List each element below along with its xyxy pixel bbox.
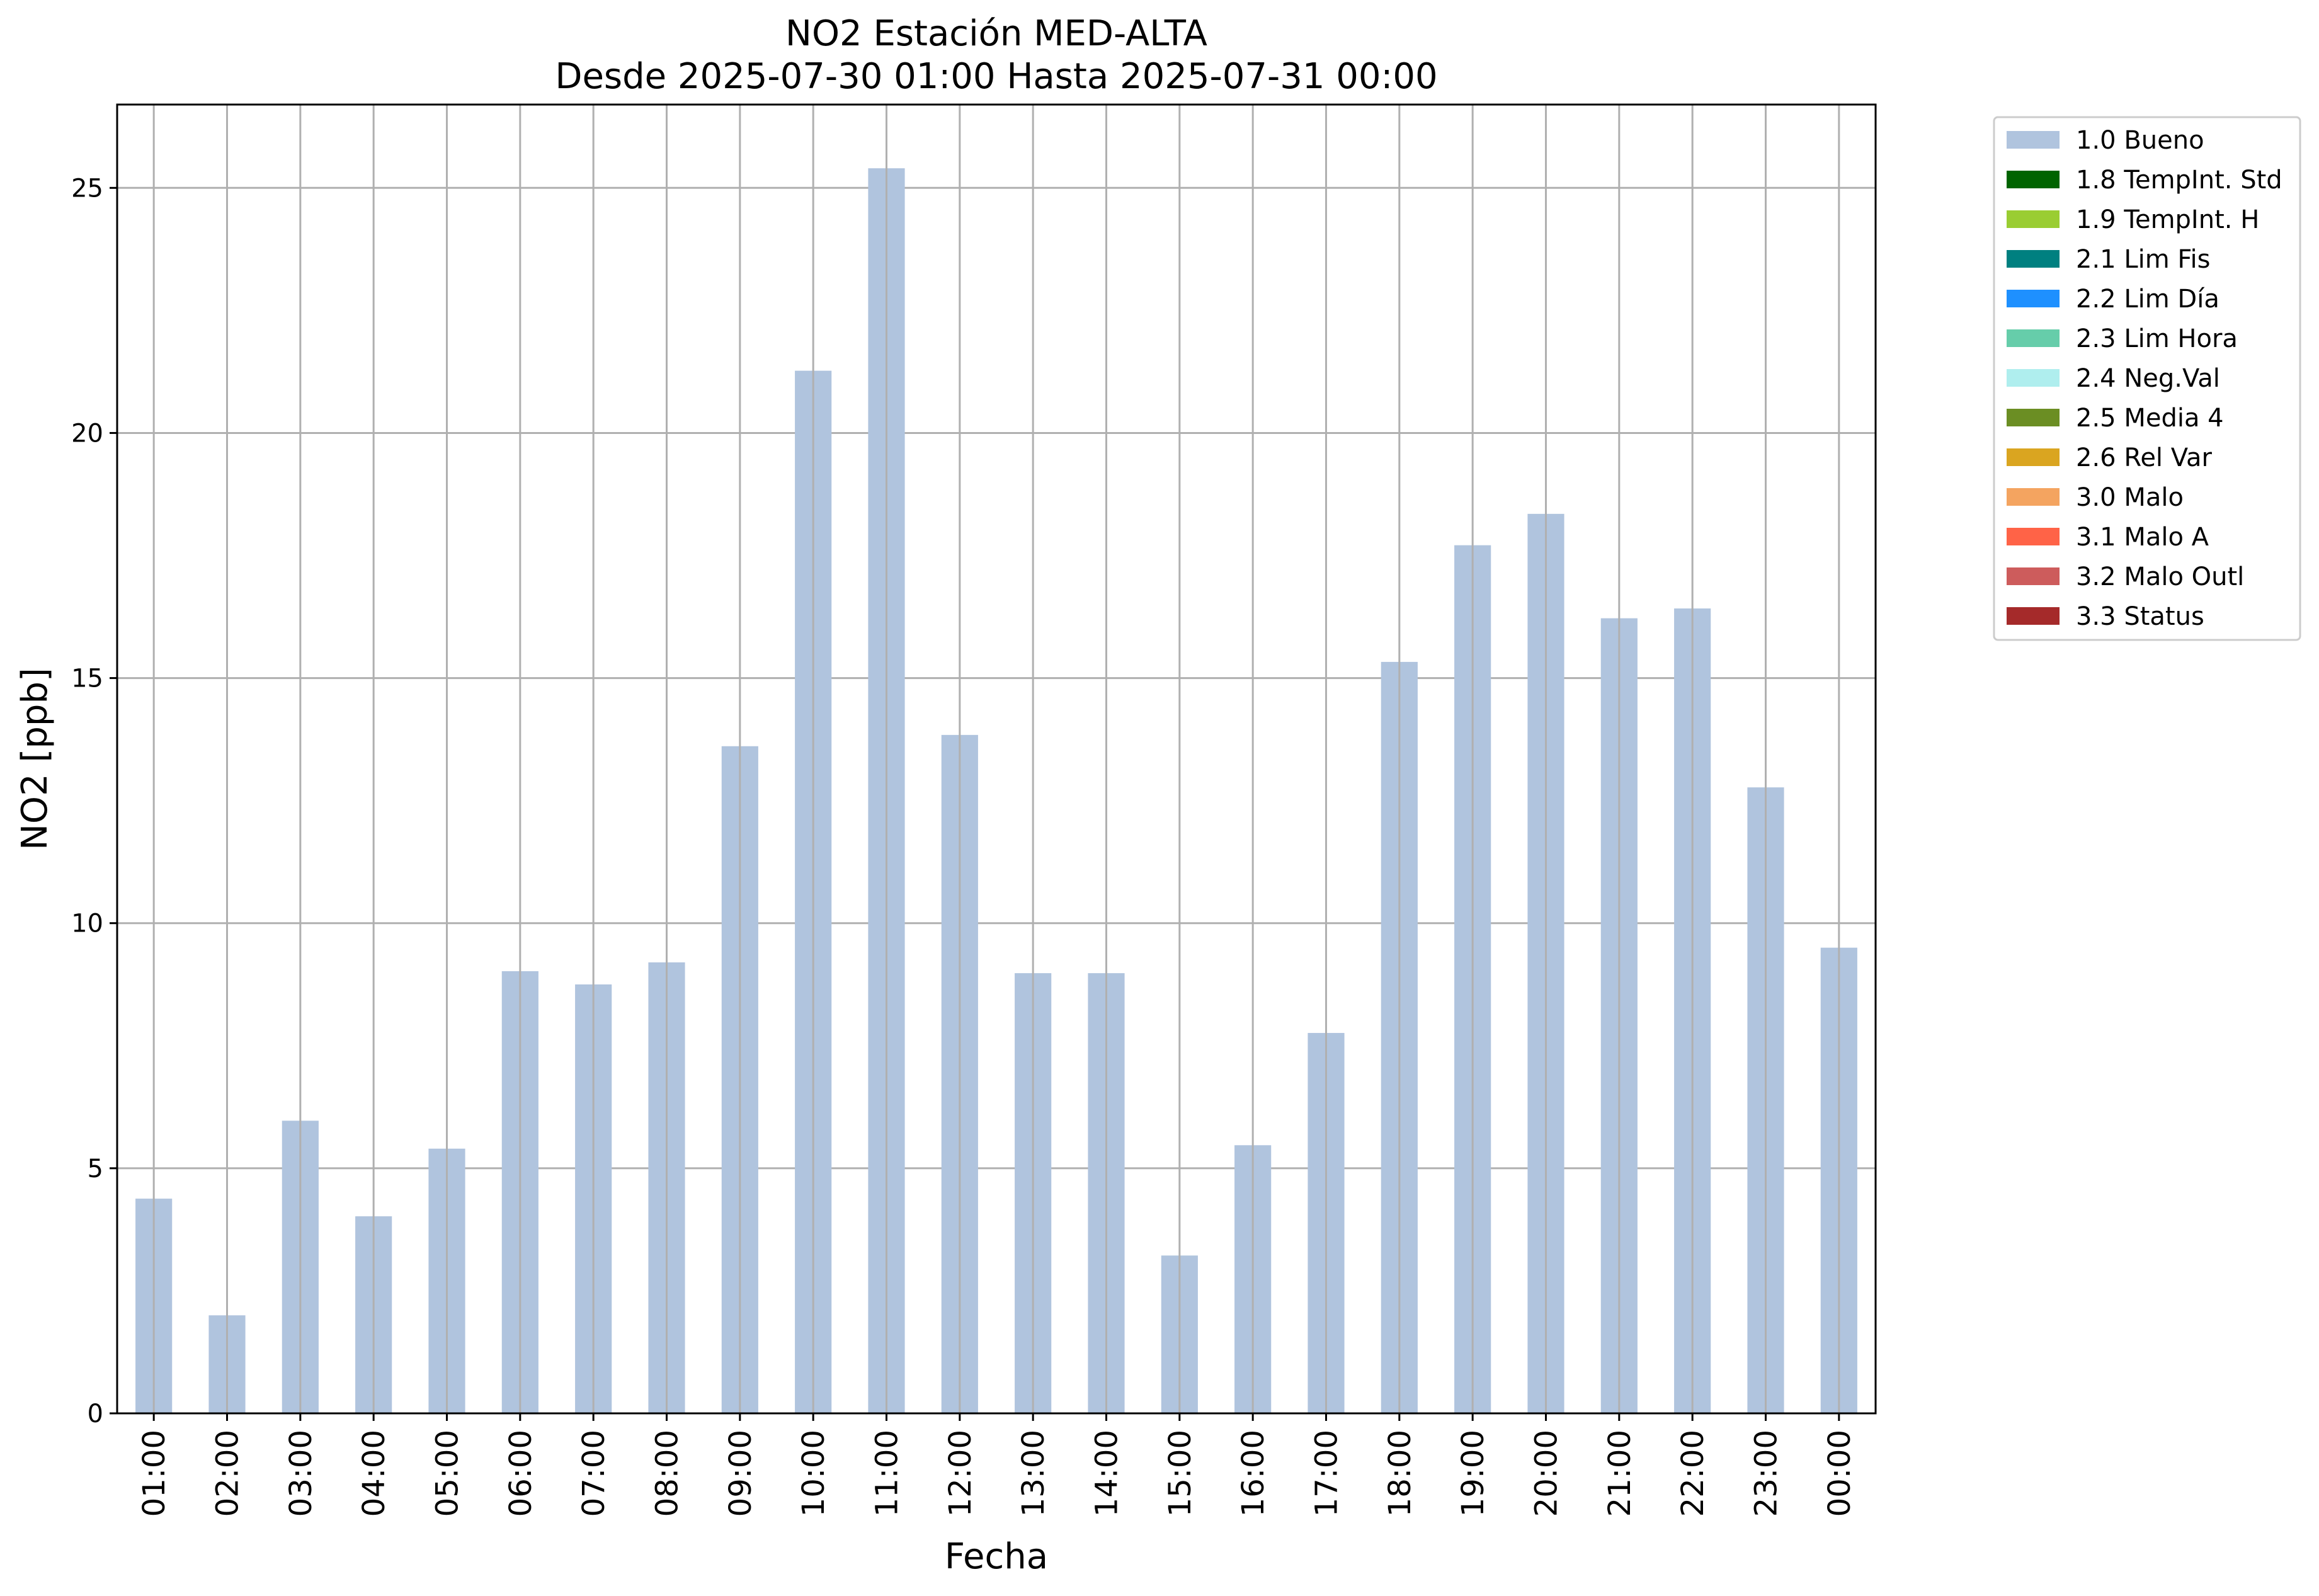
legend-label: 3.3 Status <box>2076 602 2204 631</box>
legend-label: 3.2 Malo Outl <box>2076 562 2244 591</box>
legend-swatch <box>2007 290 2060 307</box>
y-tick-label: 0 <box>88 1399 103 1428</box>
x-tick-label: 05:00 <box>430 1430 465 1517</box>
x-tick-label: 07:00 <box>576 1430 612 1517</box>
x-tick-label: 12:00 <box>943 1430 978 1517</box>
x-axis-label: Fecha <box>945 1536 1048 1577</box>
legend-label: 2.4 Neg.Val <box>2076 364 2220 393</box>
legend-swatch <box>2007 488 2060 506</box>
legend-label: 2.6 Rel Var <box>2076 443 2213 472</box>
bar-series <box>135 105 1857 1414</box>
x-tick-label: 08:00 <box>650 1430 685 1517</box>
x-tick-label: 00:00 <box>1822 1430 1857 1517</box>
x-tick-label: 22:00 <box>1675 1430 1711 1517</box>
legend-label: 2.2 Lim Día <box>2076 285 2219 314</box>
x-tick-label: 16:00 <box>1236 1430 1271 1517</box>
legend-label: 3.1 Malo A <box>2076 523 2209 552</box>
x-axis-ticks: 01:00 02:00 03:00 04:00 05:00 06:00 07:00 08:00… <box>137 1413 1857 1517</box>
legend-swatch <box>2007 448 2060 466</box>
x-tick-label: 03:00 <box>283 1430 319 1517</box>
y-tick-label: 20 <box>71 419 103 448</box>
x-tick-label: 10:00 <box>796 1430 831 1517</box>
chart-subtitle: Desde 2025-07-30 01:00 Hasta 2025-07-31 … <box>555 56 1437 97</box>
x-tick-label: 17:00 <box>1309 1430 1345 1517</box>
legend-label: 1.0 Bueno <box>2076 126 2204 155</box>
legend-swatch <box>2007 567 2060 585</box>
y-axis-ticks: 0 5 10 15 20 25 <box>71 174 117 1428</box>
x-tick-label: 02:00 <box>210 1430 246 1517</box>
x-tick-label: 01:00 <box>137 1430 172 1517</box>
legend-label: 2.1 Lim Fis <box>2076 245 2210 274</box>
legend-label: 1.9 TempInt. H <box>2076 205 2259 234</box>
legend-swatch <box>2007 607 2060 625</box>
plot-frame <box>116 103 1877 1415</box>
y-tick-label: 25 <box>71 174 103 203</box>
x-tick-label: 13:00 <box>1016 1430 1051 1517</box>
legend-swatch <box>2007 329 2060 347</box>
x-tick-label: 18:00 <box>1382 1430 1418 1517</box>
x-tick-label: 20:00 <box>1529 1430 1564 1517</box>
x-tick-label: 06:00 <box>503 1430 538 1517</box>
legend-swatch <box>2007 131 2060 149</box>
legend-swatch <box>2007 250 2060 268</box>
x-tick-label: 11:00 <box>870 1430 905 1517</box>
legend-swatch <box>2007 171 2060 188</box>
legend-label: 2.3 Lim Hora <box>2076 324 2238 353</box>
x-tick-label: 09:00 <box>723 1430 758 1517</box>
x-tick-label: 23:00 <box>1749 1430 1784 1517</box>
x-tick-label: 14:00 <box>1090 1430 1125 1517</box>
x-tick-label: 15:00 <box>1163 1430 1198 1517</box>
x-tick-label: 21:00 <box>1602 1430 1638 1517</box>
legend-label: 1.8 TempInt. Std <box>2076 166 2282 195</box>
y-tick-label: 5 <box>88 1154 103 1183</box>
y-axis-label: NO2 [ppb] <box>14 668 55 850</box>
legend-swatch <box>2007 210 2060 228</box>
chart-title: NO2 Estación MED-ALTA <box>785 13 1207 54</box>
x-tick-label: 19:00 <box>1456 1430 1491 1517</box>
y-tick-label: 10 <box>71 909 103 938</box>
legend-label: 2.5 Media 4 <box>2076 404 2224 433</box>
x-tick-label: 04:00 <box>356 1430 392 1517</box>
legend-swatch <box>2007 409 2060 426</box>
legend: 1.0 Bueno 1.8 TempInt. Std 1.9 TempInt. H 2… <box>1993 116 2301 641</box>
y-tick-label: 15 <box>71 664 103 693</box>
legend-box <box>1993 116 2301 641</box>
legend-swatch <box>2007 528 2060 545</box>
legend-label: 3.0 Malo <box>2076 483 2184 512</box>
legend-swatch <box>2007 369 2060 387</box>
